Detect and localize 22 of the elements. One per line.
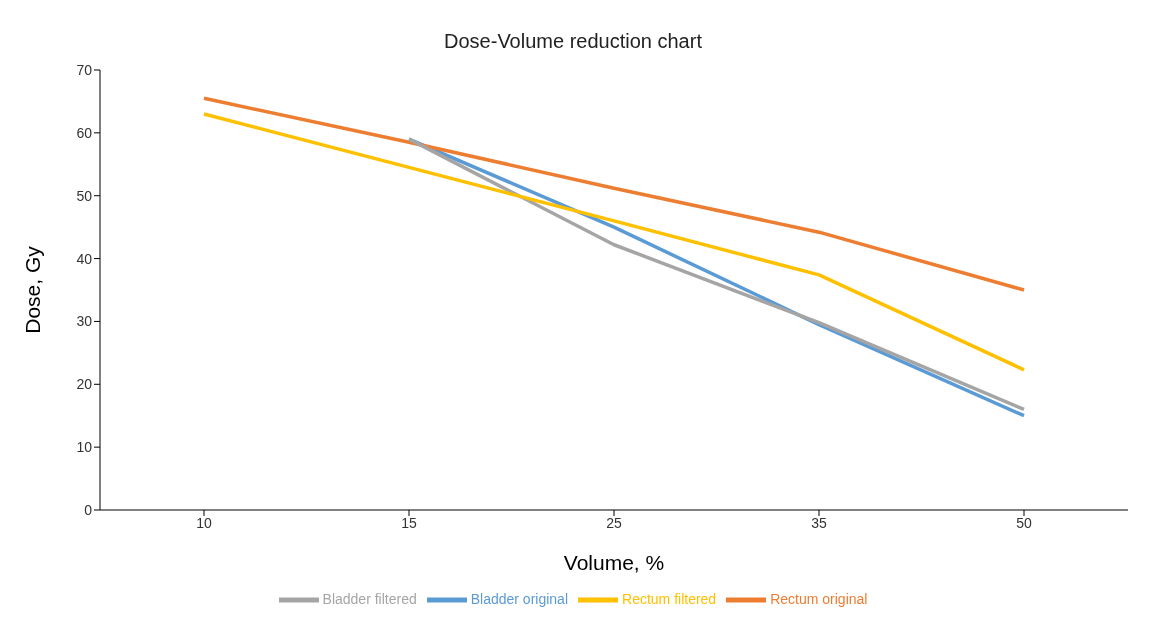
x-axis-title: Volume, % bbox=[563, 551, 665, 574]
y-tick-label: 40 bbox=[76, 250, 93, 267]
y-tick-label: 60 bbox=[76, 124, 93, 141]
x-tick-label: 10 bbox=[196, 514, 212, 531]
x-tick-label: 15 bbox=[401, 514, 417, 531]
line-series bbox=[202, 112, 1026, 372]
y-axis-title: Dose, Gy bbox=[21, 245, 45, 334]
y-tick-label: 20 bbox=[76, 376, 93, 393]
legend-label: Bladder filtered bbox=[322, 590, 417, 607]
legend-label: Rectum original bbox=[770, 590, 868, 607]
x-tick-label: 50 bbox=[1016, 514, 1032, 531]
legend-label: Rectum filtered bbox=[622, 590, 717, 607]
line-series bbox=[202, 96, 1026, 292]
x-tick-label: 25 bbox=[606, 514, 622, 531]
y-tick-label: 0 bbox=[84, 501, 93, 518]
y-tick-label: 30 bbox=[76, 313, 93, 330]
y-tick-label: 70 bbox=[76, 61, 93, 78]
y-tick-label: 50 bbox=[76, 187, 93, 204]
y-tick-label: 10 bbox=[76, 439, 93, 456]
legend-label: Bladder original bbox=[470, 590, 569, 607]
chart-title: Dose-Volume reduction chart bbox=[443, 29, 703, 54]
x-tick-label: 35 bbox=[811, 514, 827, 531]
